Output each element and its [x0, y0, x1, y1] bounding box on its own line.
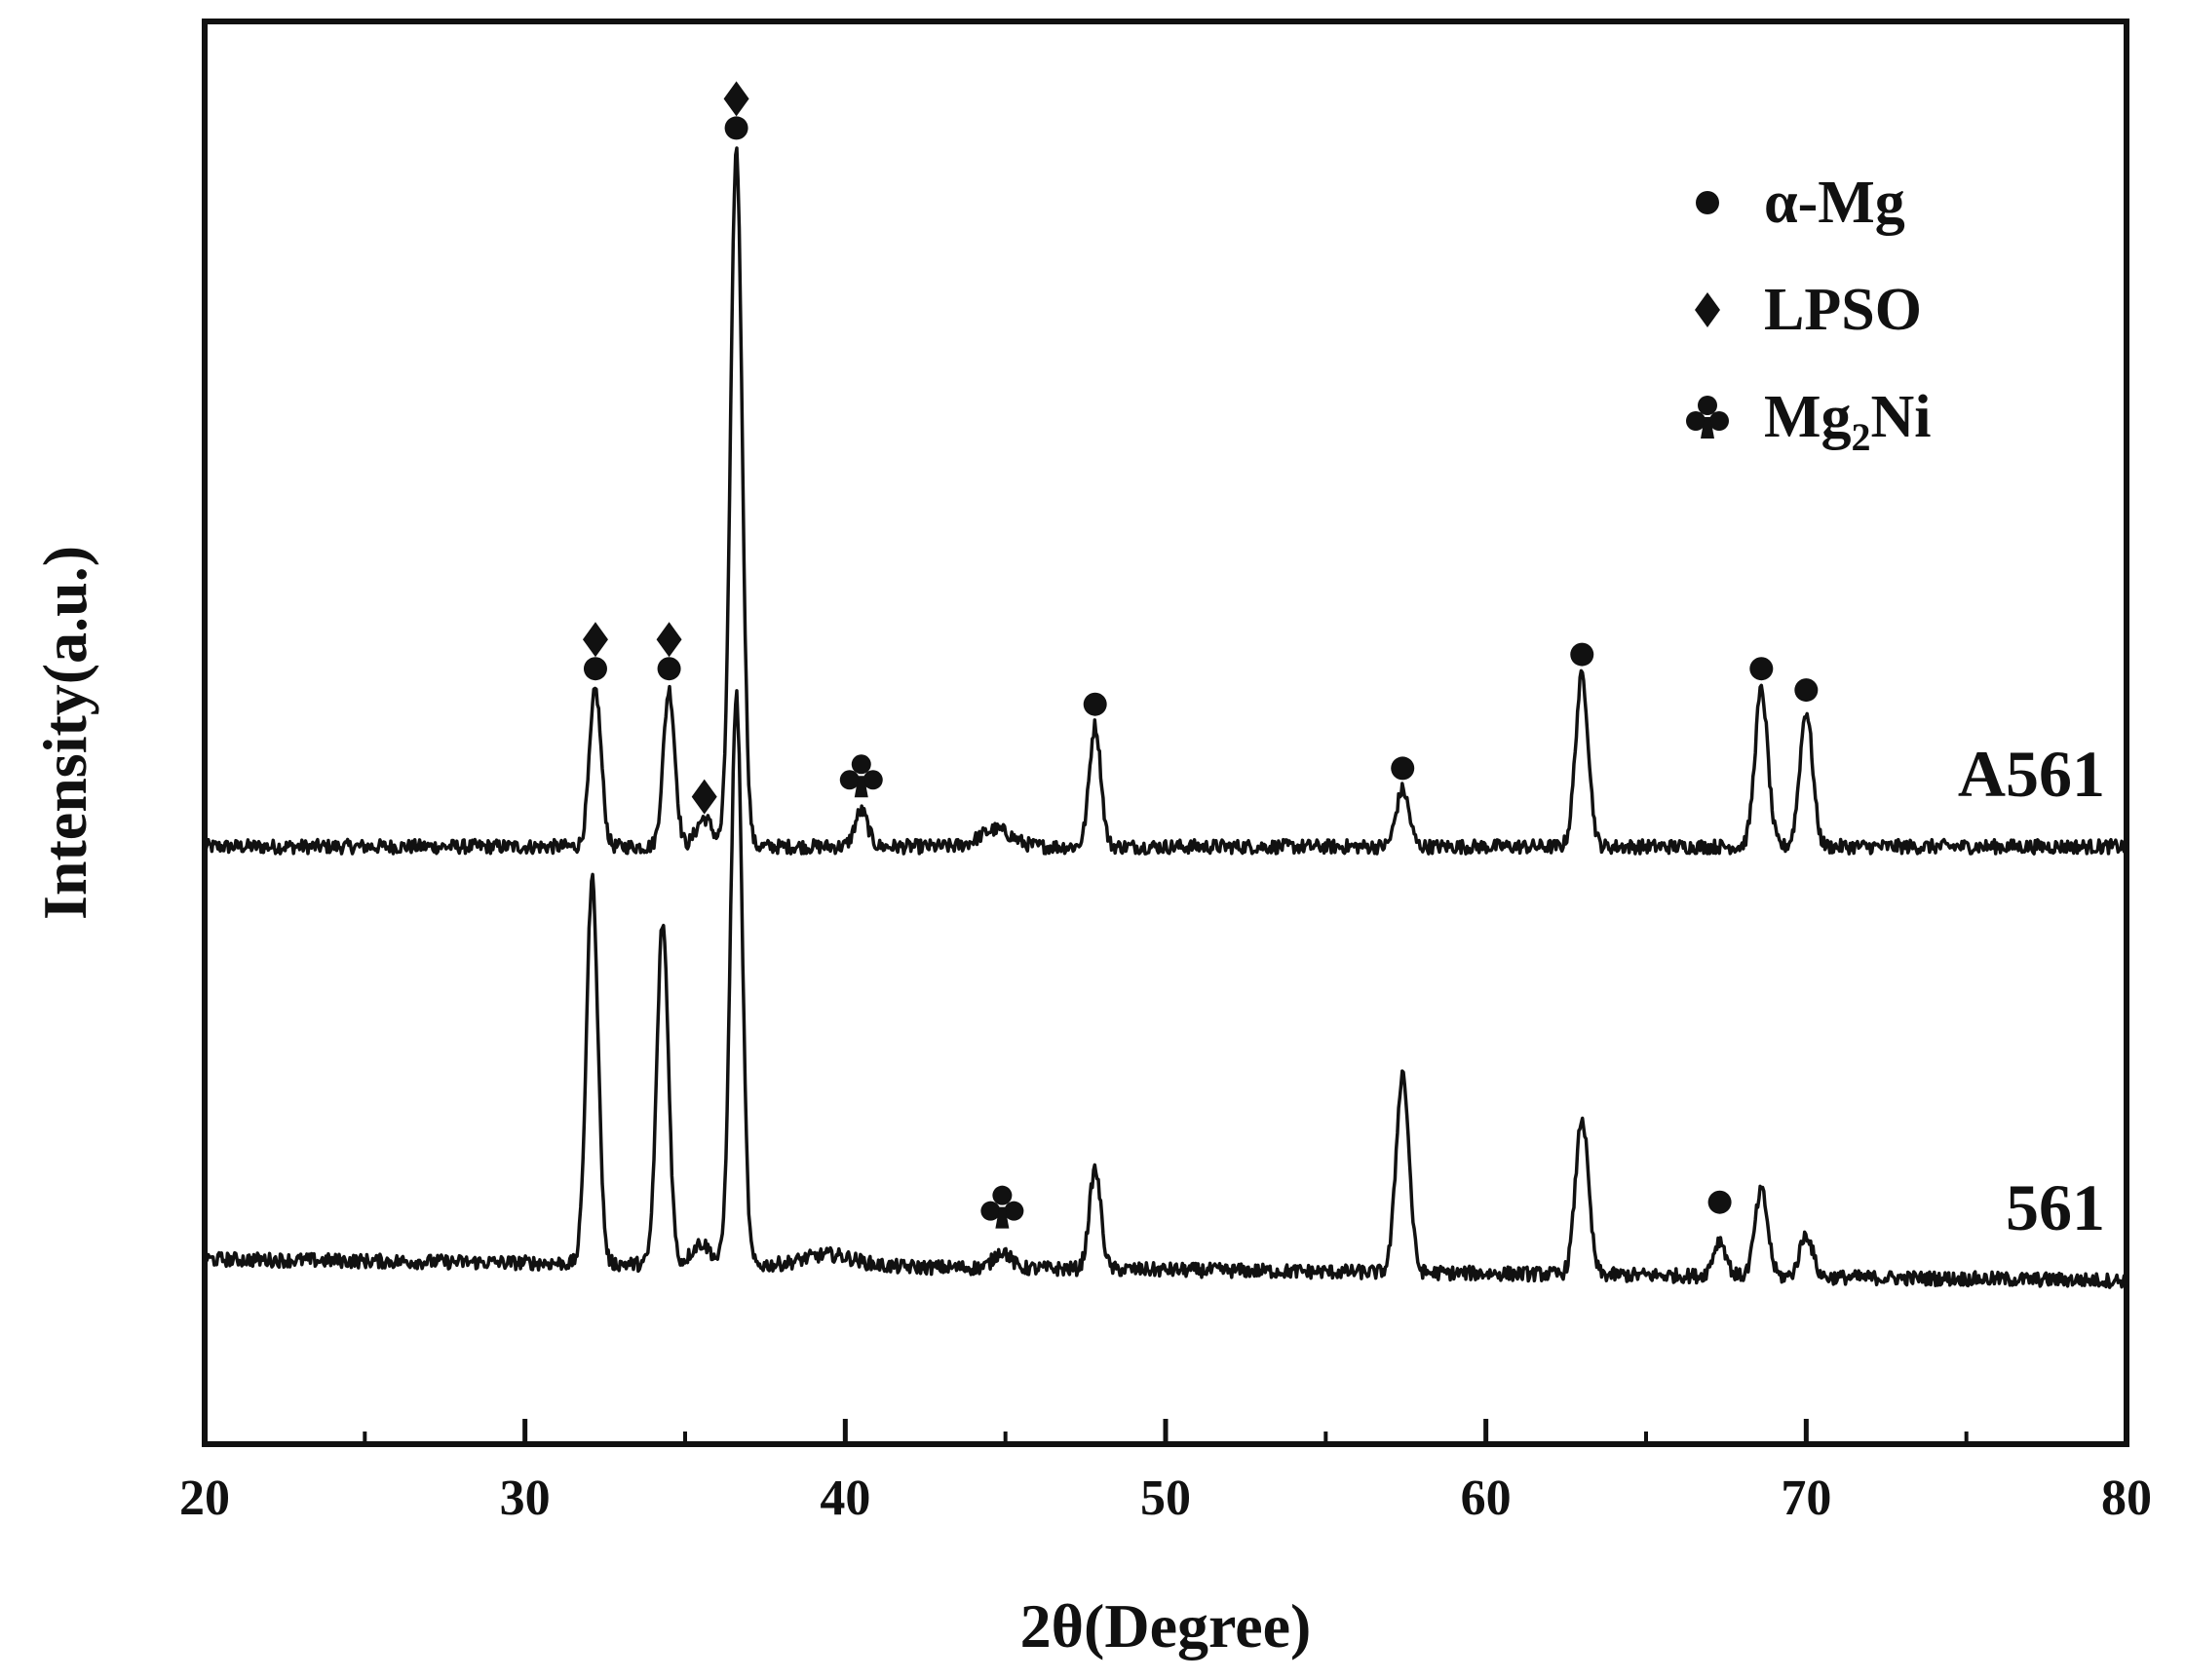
- x-axis-ticks: 20 30 40 50 60 70 80: [179, 1419, 2152, 1526]
- x-axis-title: 2θ(Degree): [1020, 1591, 1312, 1661]
- legend-label: α-Mg: [1764, 170, 1905, 236]
- lpso-diamond-marker: [1695, 292, 1720, 327]
- legend-label: Mg2Ni: [1764, 384, 1932, 459]
- x-tick-label: 20: [179, 1470, 230, 1526]
- lpso-diamond-marker: [656, 622, 682, 658]
- alpha-mg-circle-marker: [1391, 756, 1415, 781]
- x-tick-label: 70: [1781, 1470, 1831, 1526]
- lpso-diamond-marker: [582, 622, 608, 658]
- mg2ni-club-marker: [839, 754, 883, 798]
- legend: α-Mg LPSO Mg2Ni: [1686, 170, 1932, 459]
- x-tick-label: 60: [1461, 1470, 1512, 1526]
- alpha-mg-circle-marker: [1707, 1190, 1732, 1214]
- alpha-mg-circle-marker: [657, 657, 681, 681]
- series-line-a561: [203, 146, 2128, 856]
- lpso-diamond-marker: [723, 81, 749, 117]
- x-tick-label: 40: [820, 1470, 870, 1526]
- lpso-diamond-marker: [691, 779, 717, 815]
- alpha-mg-circle-marker: [583, 657, 607, 681]
- alpha-mg-circle-marker: [1083, 692, 1107, 716]
- x-tick-label: 80: [2101, 1470, 2152, 1526]
- series-layer: A561 561: [203, 146, 2128, 1289]
- mg2ni-club-marker: [1686, 396, 1729, 439]
- legend-label: LPSO: [1764, 277, 1922, 343]
- alpha-mg-circle-marker: [1696, 191, 1719, 214]
- peak-marker-layer: [582, 81, 1819, 1229]
- alpha-mg-circle-marker: [1749, 657, 1774, 681]
- series-label: A561: [1958, 737, 2105, 811]
- series-line-561: [203, 689, 2128, 1289]
- mg2ni-club-marker: [980, 1185, 1024, 1229]
- series-label: 561: [2006, 1170, 2105, 1244]
- y-axis-title: Intensity(a.u.): [30, 546, 99, 920]
- x-tick-label: 30: [500, 1470, 551, 1526]
- alpha-mg-circle-marker: [1794, 678, 1819, 703]
- alpha-mg-circle-marker: [724, 116, 748, 140]
- alpha-mg-circle-marker: [1570, 642, 1594, 667]
- x-tick-label: 50: [1140, 1470, 1191, 1526]
